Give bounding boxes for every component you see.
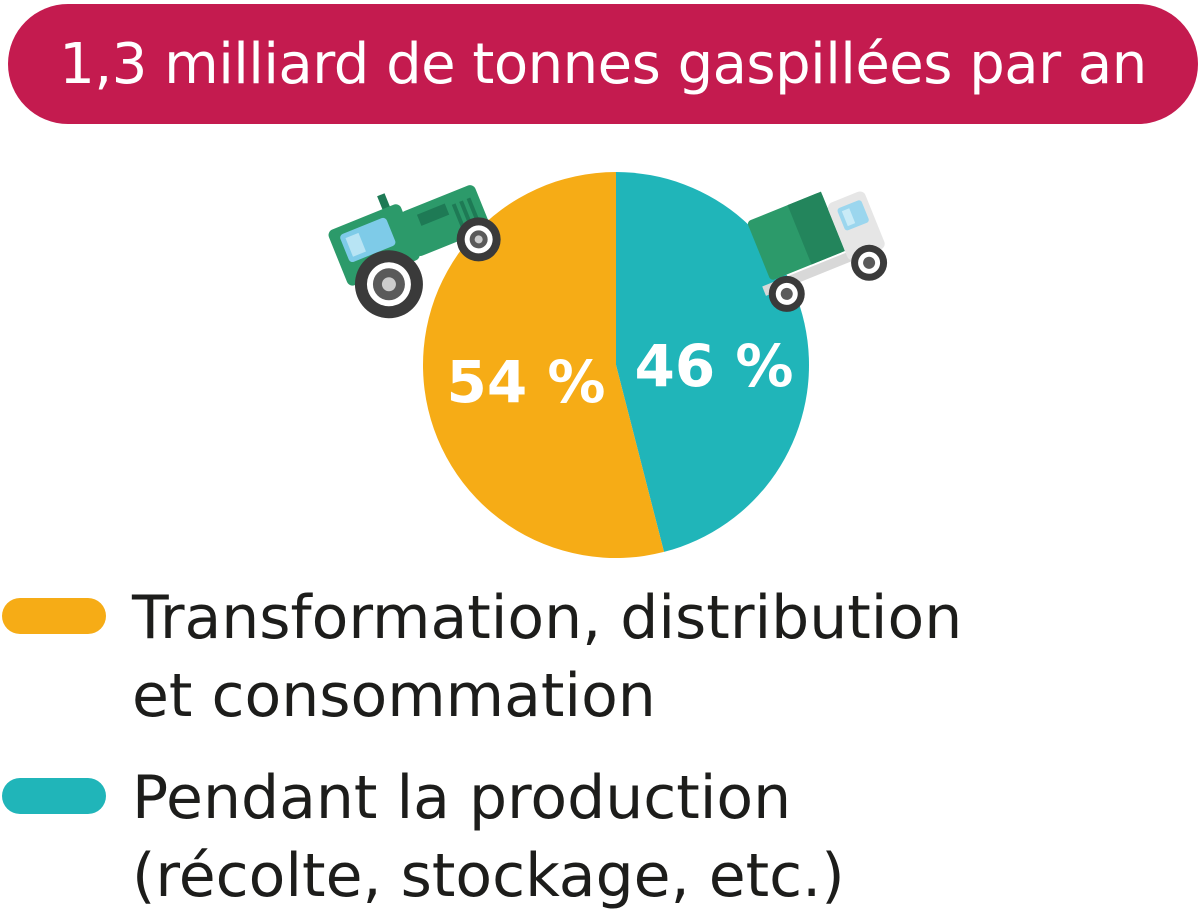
title-banner: 1,3 milliard de tonnes gaspillées par an: [8, 4, 1198, 124]
pie-slices: [422, 172, 809, 558]
slice-label-production: 46 %: [634, 332, 793, 400]
legend-label-transformation-line2: et consommation: [132, 661, 656, 731]
pie-slice-transformation: [422, 172, 664, 558]
slice-label-transformation: 54 %: [446, 348, 605, 416]
tractor-icon: [328, 185, 501, 319]
slice-labels: 54 % 46 %: [446, 332, 793, 416]
legend-swatch-transformation: [2, 598, 106, 634]
legend-swatch-production: [2, 778, 106, 814]
page-title: 1,3 milliard de tonnes gaspillées par an: [59, 31, 1147, 97]
pie-slice-production: [616, 172, 809, 552]
legend-label-production-line2: (récolte, stockage, etc.): [132, 841, 845, 911]
truck-icon: [747, 191, 888, 312]
legend-label-transformation-line1: Transformation, distribution: [132, 583, 963, 653]
legend-label-production-line1: Pendant la production: [132, 763, 792, 833]
